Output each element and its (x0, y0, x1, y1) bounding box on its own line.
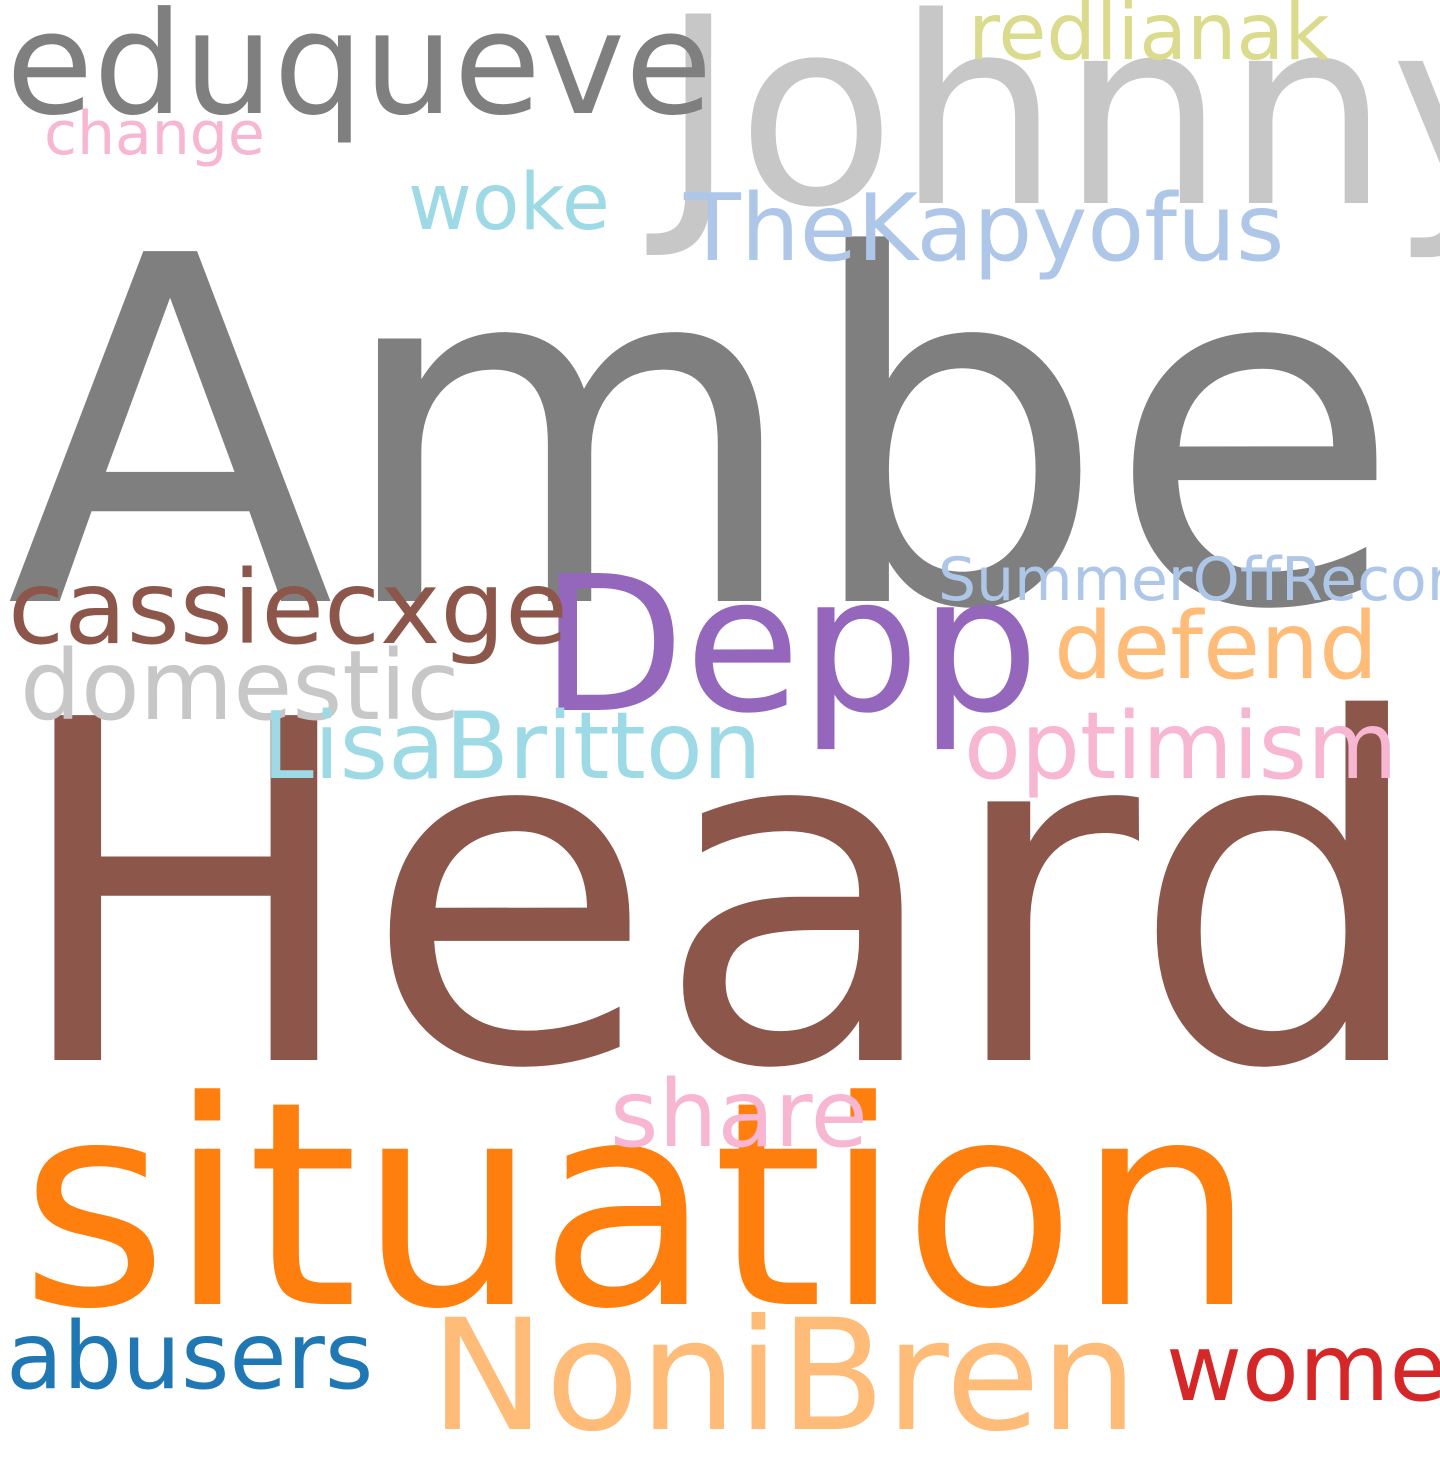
word-change: change (44, 99, 265, 169)
word-thekapyofus: TheKapyofus (684, 174, 1285, 282)
word-cassiecxge: cassiecxge (8, 549, 568, 668)
word-optimism: optimism (964, 692, 1398, 800)
word-share: share (610, 1060, 868, 1168)
word-domestic: domestic (20, 630, 460, 742)
word-defend: defend (1054, 592, 1379, 700)
word-johnny: Johnny (660, 0, 1440, 265)
word-nonibren: NoniBren (430, 1287, 1138, 1466)
word-situation: situation (20, 1040, 1257, 1371)
word-abusers: abusers (6, 1302, 374, 1410)
word-eduqueve: eduqueve (6, 0, 713, 147)
word-lisabritton: LisaBritton (262, 692, 762, 800)
word-redlianak: redlianak (968, 0, 1330, 78)
word-women: women (1166, 1314, 1440, 1422)
word-summeroffrecord: SummerOffRecord (938, 545, 1440, 615)
word-depp: Depp (540, 536, 1040, 755)
word-amber: Amber (6, 156, 1440, 715)
word-heard: Heard (8, 621, 1431, 1172)
word-woke: woke (408, 158, 610, 248)
